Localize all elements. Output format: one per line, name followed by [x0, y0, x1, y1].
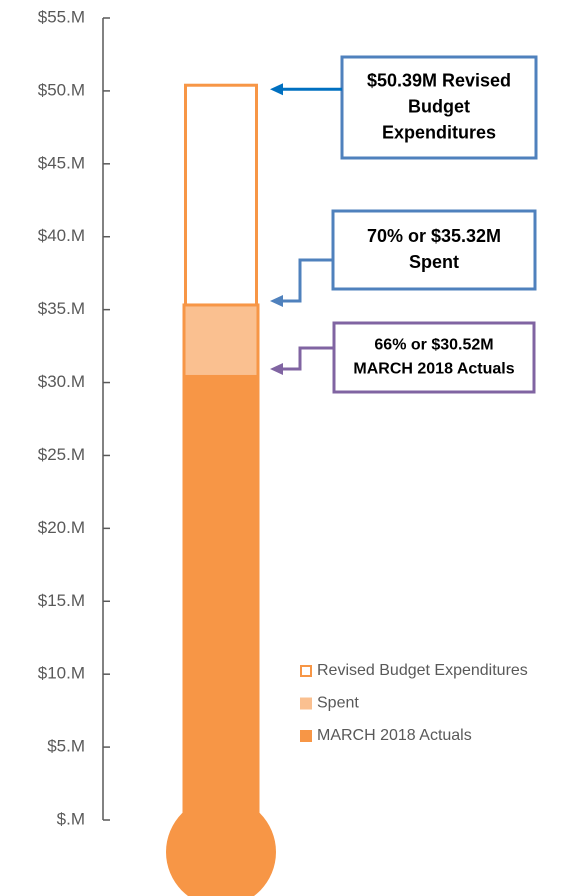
annotation-arrow	[280, 258, 333, 303]
y-tick-label: $10.M	[38, 664, 85, 683]
annotation-text: MARCH 2018 Actuals	[353, 361, 514, 378]
legend-marker	[300, 697, 312, 710]
y-tick-label: $45.M	[38, 153, 85, 172]
y-tick-label: $55.M	[38, 7, 85, 26]
annotation-box	[332, 321, 536, 394]
legend-label: Revised Budget Expenditures	[317, 662, 528, 679]
annotation-text: Spent	[409, 252, 459, 272]
annotation-text: 70% or $35.32M	[367, 226, 501, 246]
arrow-head	[270, 362, 283, 375]
bar	[184, 374, 258, 820]
annotation-text: 66% or $30.52M	[374, 337, 493, 354]
annotation-box	[340, 55, 538, 160]
y-tick-label: $5.M	[47, 737, 85, 756]
legend-label: MARCH 2018 Actuals	[317, 727, 472, 744]
y-tick-label: $20.M	[38, 518, 85, 537]
legend-label: Spent	[317, 695, 359, 712]
arrow-head	[270, 83, 283, 96]
y-tick-label: $50.M	[38, 80, 85, 99]
y-tick-label: $40.M	[38, 226, 85, 245]
arrow-head	[270, 294, 283, 307]
thermometer-stem	[184, 819, 258, 851]
annotation-text: Expenditures	[382, 122, 496, 142]
annotation-arrow	[280, 346, 334, 371]
annotation-text: $50.39M Revised	[367, 70, 511, 90]
annotation-text: Budget	[408, 96, 470, 116]
y-tick-label: $25.M	[38, 445, 85, 464]
y-tick-label: $30.M	[38, 372, 85, 391]
annotation-box	[331, 209, 537, 291]
y-tick-label: $.M	[57, 809, 85, 828]
legend-marker	[300, 665, 312, 677]
y-tick-label: $35.M	[38, 299, 85, 318]
y-tick-label: $15.M	[38, 591, 85, 610]
legend-marker	[300, 730, 312, 742]
